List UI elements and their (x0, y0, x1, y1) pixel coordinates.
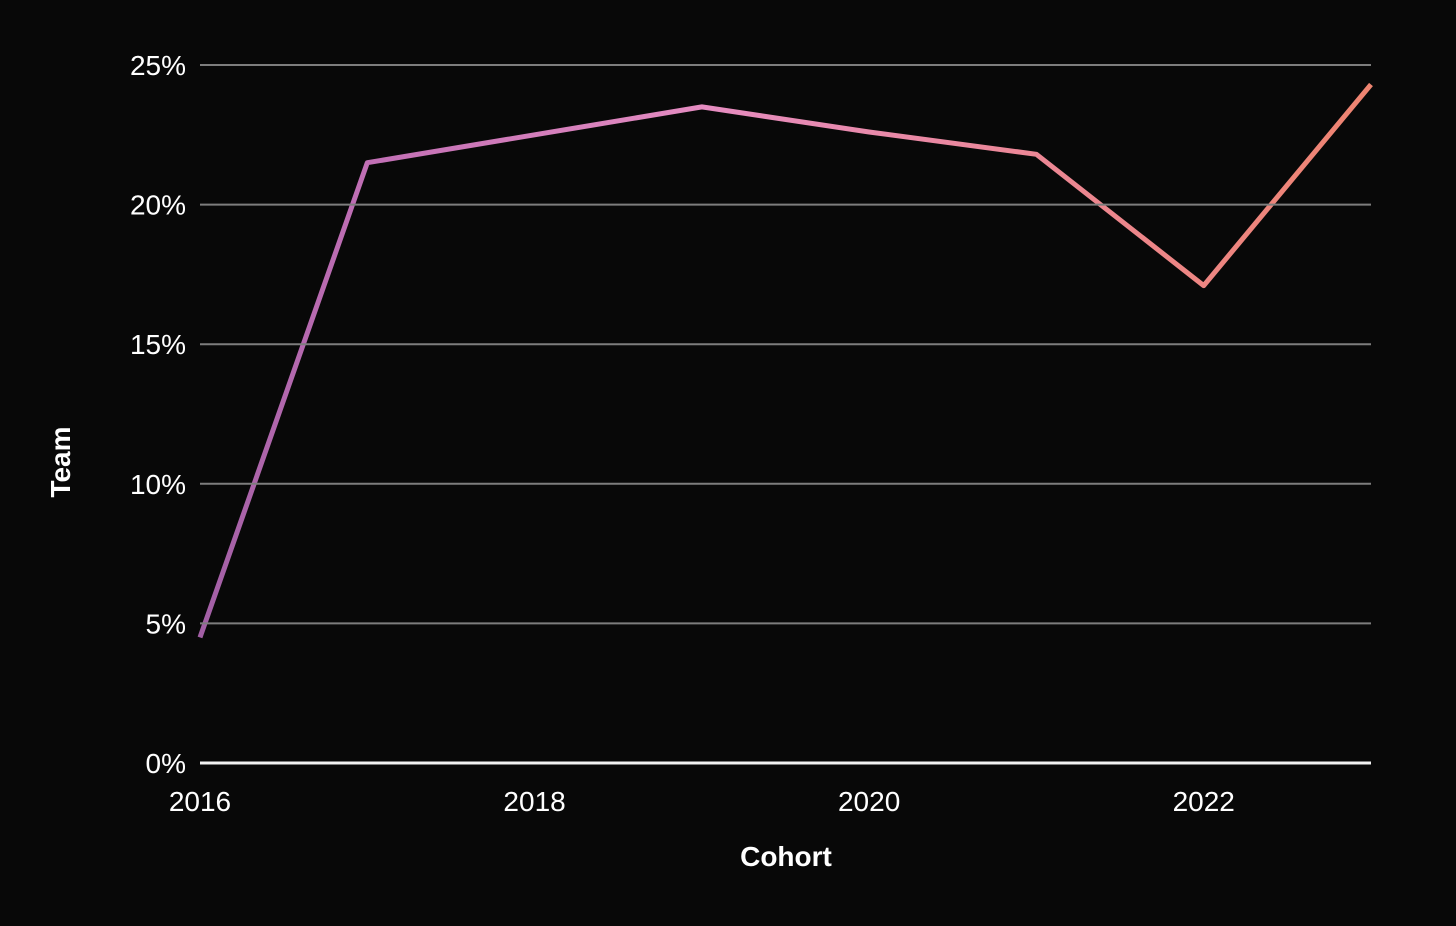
x-tick-label-2018: 2018 (503, 786, 565, 817)
y-tick-label-25%: 25% (130, 50, 186, 81)
y-tick-label-20%: 20% (130, 190, 186, 221)
gridlines (200, 64, 1371, 765)
x-tick-label-2022: 2022 (1173, 786, 1235, 817)
y-axis-title: Team (45, 426, 76, 497)
y-tick-label-5%: 5% (146, 608, 186, 639)
x-tick-label-2016: 2016 (169, 786, 231, 817)
series-line-team (197, 82, 1373, 639)
y-tick-label-0%: 0% (146, 748, 186, 779)
x-axis-title: Cohort (740, 841, 832, 872)
y-axis-tick-labels: 25% 20% 15% 10% 5% 0% (130, 50, 186, 779)
y-tick-label-10%: 10% (130, 469, 186, 500)
x-axis-tick-labels: 2016 2018 2020 2022 (169, 786, 1235, 817)
x-tick-label-2020: 2020 (838, 786, 900, 817)
y-tick-label-15%: 15% (130, 329, 186, 360)
